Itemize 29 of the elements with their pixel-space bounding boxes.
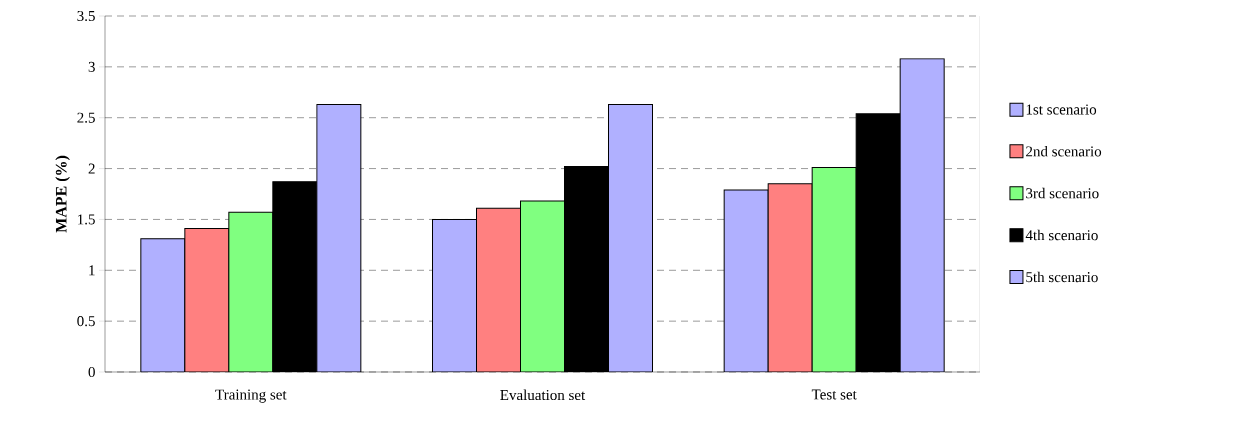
bar bbox=[899, 58, 945, 372]
bar bbox=[316, 103, 362, 372]
legend-label: 1st scenario bbox=[1026, 104, 1097, 115]
bar bbox=[184, 228, 230, 372]
legend-label: 4th scenario bbox=[1025, 229, 1098, 241]
bar bbox=[432, 218, 477, 372]
legend-label: 5th scenario bbox=[1026, 271, 1098, 283]
bar bbox=[140, 238, 186, 372]
legend-label: 2nd scenario bbox=[1026, 145, 1102, 157]
y-tick-label: 0.5 bbox=[77, 316, 95, 327]
x-tick-label: Test set bbox=[811, 389, 857, 400]
x-tick-label: Evaluation set bbox=[500, 389, 586, 401]
y-tick-label: 2.5 bbox=[77, 112, 95, 123]
legend-label: 3rd scenario bbox=[1026, 187, 1099, 199]
x-tick-label: Training set bbox=[215, 389, 287, 403]
y-tick-label: 3 bbox=[88, 61, 95, 72]
bar bbox=[228, 211, 274, 372]
bar bbox=[520, 200, 566, 372]
bar bbox=[723, 189, 769, 372]
y-tick-label: 1 bbox=[89, 265, 95, 276]
y-tick-label: 3.5 bbox=[77, 10, 95, 22]
y-tick-label: 0 bbox=[88, 366, 95, 378]
y-tick-label: 2 bbox=[88, 163, 95, 174]
bar bbox=[608, 103, 654, 372]
y-axis-title: MAPE (%) bbox=[55, 155, 70, 233]
bar bbox=[811, 167, 857, 372]
y-tick-label: 1.5 bbox=[78, 214, 95, 225]
bar bbox=[476, 207, 521, 372]
bar bbox=[767, 183, 813, 372]
